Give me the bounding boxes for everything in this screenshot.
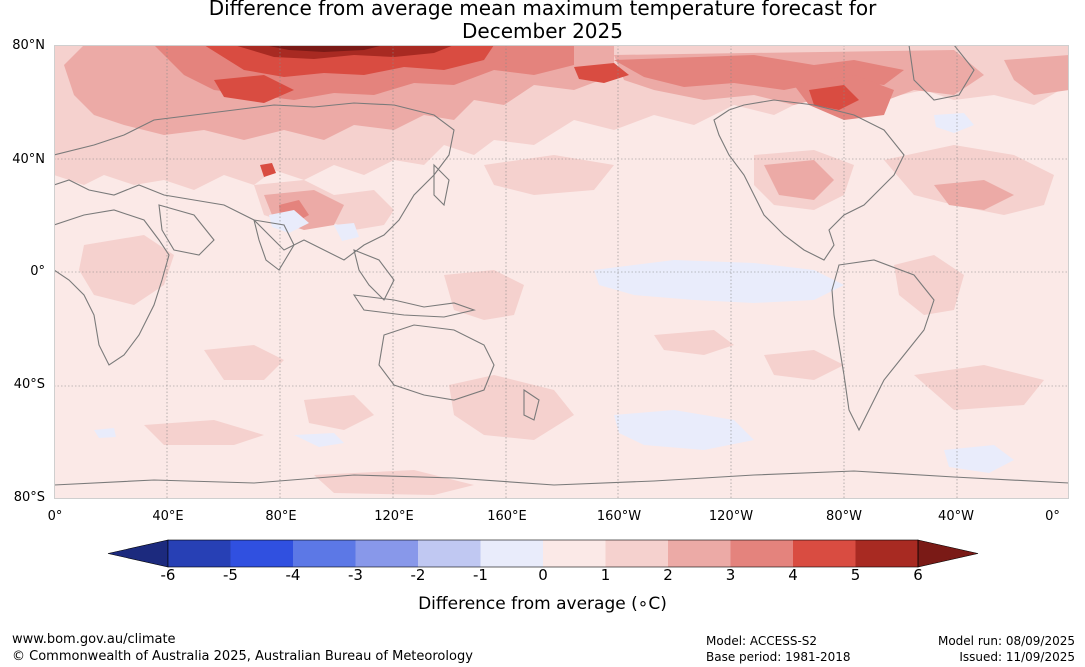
colorbar-tick-label: 4 bbox=[788, 566, 798, 584]
coastlines bbox=[54, 45, 1069, 486]
colorbar-swatch bbox=[230, 540, 293, 567]
lon-label-40e: 40°E bbox=[152, 509, 184, 524]
colorbar-arrow-low bbox=[107, 539, 169, 568]
colorbar-tick-label: -5 bbox=[223, 566, 238, 584]
base-period: Base period: 1981-2018 bbox=[706, 650, 851, 664]
lon-label-120w: 120°W bbox=[708, 509, 754, 524]
colorbar-swatches bbox=[107, 539, 979, 568]
colorbar-tick-label: 5 bbox=[850, 566, 861, 584]
colorbar-swatch bbox=[480, 540, 543, 567]
copyright-text: © Commonwealth of Australia 2025, Austra… bbox=[12, 649, 473, 664]
coastline-arabia bbox=[158, 204, 215, 256]
title-line-1: Difference from average mean maximum tem… bbox=[208, 0, 877, 20]
model-name: Model: ACCESS-S2 bbox=[706, 634, 818, 648]
gridlines bbox=[54, 45, 1069, 499]
colorbar-swatch bbox=[293, 540, 356, 567]
colorbar-tick-label: -2 bbox=[410, 566, 426, 584]
colorbar-swatch bbox=[730, 540, 793, 567]
colorbar-label: Difference from average (∘C) bbox=[418, 594, 667, 614]
colorbar-tick-label: -3 bbox=[348, 566, 363, 584]
coastline-north-america bbox=[713, 99, 905, 261]
lon-label-80w: 80°W bbox=[826, 509, 862, 524]
coastline-greenland bbox=[908, 45, 975, 101]
lon-label-120e: 120°E bbox=[374, 509, 414, 524]
colorbar-swatch bbox=[855, 540, 918, 567]
lat-label-80n: 80°N bbox=[12, 38, 45, 53]
title-line-2: December 2025 bbox=[462, 19, 623, 43]
colorbar-tick-label: 2 bbox=[663, 566, 673, 584]
coastline-australia bbox=[378, 324, 495, 401]
lon-label-160e: 160°E bbox=[487, 509, 527, 524]
colorbar-border bbox=[167, 539, 919, 568]
colorbar-tick-label: -1 bbox=[473, 566, 488, 584]
lat-label-40s: 40°S bbox=[13, 377, 45, 392]
website-link[interactable]: www.bom.gov.au/climate bbox=[12, 632, 176, 647]
coastline-eurasia bbox=[54, 102, 455, 261]
colorbar-arrow-high bbox=[917, 539, 979, 568]
coastline-southeast-asia bbox=[353, 249, 395, 301]
coastline-new-zealand bbox=[523, 388, 540, 421]
footer-left: www.bom.gov.au/climate © Commonwealth of… bbox=[12, 631, 473, 665]
coastline-japan bbox=[433, 163, 450, 207]
anomaly-zone-minus-1-0 bbox=[94, 113, 1014, 473]
colorbar-legend bbox=[107, 539, 979, 568]
coastline-africa bbox=[54, 209, 170, 366]
colorbar-swatch bbox=[543, 540, 606, 567]
lat-label-equator: 0° bbox=[30, 264, 45, 279]
colorbar-tick-label: 6 bbox=[913, 566, 923, 584]
footer-dates: Model run: 08/09/2025 Issued: 11/09/2025 bbox=[938, 633, 1075, 665]
coastline-antarctica bbox=[54, 470, 1069, 486]
colorbar-swatch bbox=[355, 540, 418, 567]
footer-model-info: Model: ACCESS-S2 Base period: 1981-2018 bbox=[706, 633, 851, 665]
lon-label-0-left: 0° bbox=[47, 509, 63, 524]
model-run-date: Model run: 08/09/2025 bbox=[937, 634, 1075, 648]
lon-label-160w: 160°W bbox=[596, 509, 642, 524]
colorbar-tick-label: 1 bbox=[600, 566, 611, 584]
colorbar-swatch bbox=[668, 540, 731, 567]
coastline-indonesia bbox=[352, 294, 476, 318]
colorbar-swatch bbox=[793, 540, 856, 567]
temperature-anomaly-map bbox=[54, 45, 1069, 499]
colorbar-tick-label: 3 bbox=[725, 566, 736, 584]
lon-label-80e: 80°E bbox=[265, 509, 297, 524]
anomaly-zone-above-6 bbox=[264, 45, 384, 52]
coastline-india bbox=[253, 219, 295, 271]
lon-label-40w: 40°W bbox=[938, 509, 974, 524]
colorbar-swatch bbox=[418, 540, 481, 567]
issued-date: Issued: 11/09/2025 bbox=[959, 650, 1075, 664]
lon-label-0-right: 0° bbox=[1045, 509, 1060, 524]
chart-title: Difference from average mean maximum tem… bbox=[0, 0, 1085, 43]
colorbar-swatch bbox=[605, 540, 668, 567]
colorbar-tick-label: -4 bbox=[285, 566, 301, 584]
colorbar-tick-label: -6 bbox=[160, 566, 176, 584]
lat-label-80s: 80°S bbox=[13, 490, 45, 505]
colorbar-tick-label: 0 bbox=[538, 566, 548, 584]
lat-label-40n: 40°N bbox=[12, 152, 45, 167]
colorbar-swatch bbox=[168, 540, 231, 567]
coastline-south-america bbox=[831, 259, 935, 432]
